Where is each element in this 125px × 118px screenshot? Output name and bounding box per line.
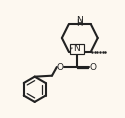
FancyBboxPatch shape (70, 44, 84, 54)
Text: N: N (76, 16, 83, 25)
Text: H: H (77, 19, 83, 28)
Text: O: O (89, 63, 96, 72)
Text: O: O (57, 63, 64, 72)
Text: *: * (70, 46, 73, 51)
Text: N: N (73, 44, 80, 53)
